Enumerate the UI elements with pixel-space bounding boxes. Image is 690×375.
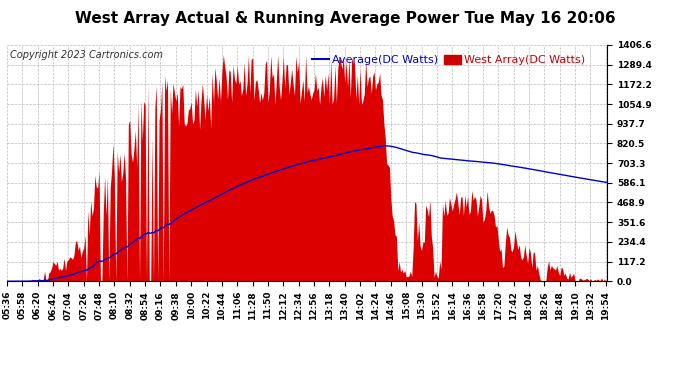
Legend: Average(DC Watts), West Array(DC Watts): Average(DC Watts), West Array(DC Watts) [308,51,590,69]
Text: West Array Actual & Running Average Power Tue May 16 20:06: West Array Actual & Running Average Powe… [75,11,615,26]
Text: Copyright 2023 Cartronics.com: Copyright 2023 Cartronics.com [10,50,163,60]
